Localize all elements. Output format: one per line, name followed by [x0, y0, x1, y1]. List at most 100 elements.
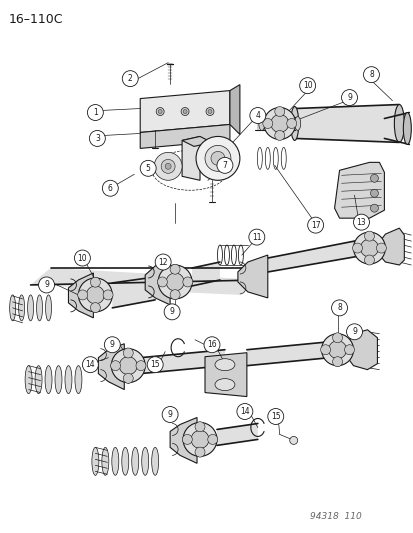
Circle shape — [89, 131, 105, 147]
Text: 2: 2 — [128, 74, 132, 83]
Circle shape — [86, 286, 104, 304]
Text: 9: 9 — [346, 93, 351, 102]
Circle shape — [123, 374, 133, 383]
Text: 8: 8 — [368, 70, 373, 79]
Polygon shape — [334, 163, 384, 218]
Text: 16–110C: 16–110C — [9, 13, 63, 26]
Circle shape — [162, 407, 178, 423]
Ellipse shape — [402, 112, 411, 144]
Circle shape — [90, 277, 100, 287]
Ellipse shape — [92, 447, 99, 475]
Polygon shape — [182, 136, 199, 180]
Circle shape — [166, 273, 184, 291]
Circle shape — [195, 447, 204, 457]
Circle shape — [78, 290, 88, 300]
Circle shape — [103, 290, 113, 300]
Circle shape — [161, 159, 175, 173]
Circle shape — [135, 361, 146, 370]
Text: 3: 3 — [95, 134, 100, 143]
Polygon shape — [170, 417, 197, 463]
Polygon shape — [246, 342, 329, 366]
Ellipse shape — [214, 378, 234, 391]
Circle shape — [274, 107, 284, 117]
Ellipse shape — [131, 447, 138, 475]
Circle shape — [110, 361, 120, 370]
Text: 9: 9 — [109, 340, 114, 349]
Ellipse shape — [19, 295, 24, 321]
Polygon shape — [192, 262, 219, 286]
Circle shape — [102, 180, 118, 196]
Circle shape — [332, 333, 342, 343]
Polygon shape — [31, 268, 259, 295]
Circle shape — [183, 423, 216, 456]
Circle shape — [158, 265, 192, 299]
Text: 10: 10 — [77, 254, 87, 263]
Circle shape — [111, 349, 145, 383]
Text: 15: 15 — [270, 412, 280, 421]
Circle shape — [38, 277, 55, 293]
Circle shape — [195, 422, 204, 432]
Circle shape — [204, 337, 219, 353]
Text: 1: 1 — [93, 108, 97, 117]
Ellipse shape — [394, 104, 404, 142]
Circle shape — [363, 255, 373, 265]
Circle shape — [289, 437, 297, 445]
Ellipse shape — [290, 107, 298, 140]
Circle shape — [263, 108, 295, 140]
Text: 5: 5 — [145, 164, 150, 173]
Circle shape — [122, 71, 138, 86]
Circle shape — [274, 131, 284, 140]
Ellipse shape — [25, 366, 32, 393]
Circle shape — [207, 434, 217, 445]
Circle shape — [270, 115, 288, 133]
Polygon shape — [140, 125, 229, 148]
Circle shape — [78, 278, 112, 312]
Ellipse shape — [102, 447, 109, 475]
Text: 8: 8 — [336, 303, 341, 312]
Polygon shape — [216, 424, 257, 446]
Polygon shape — [378, 228, 404, 265]
Text: 94318  110: 94318 110 — [309, 512, 361, 521]
Ellipse shape — [294, 117, 300, 131]
Circle shape — [123, 348, 133, 358]
Polygon shape — [140, 350, 224, 374]
Circle shape — [363, 67, 378, 83]
Text: 9: 9 — [167, 410, 172, 419]
Ellipse shape — [45, 366, 52, 393]
Circle shape — [328, 341, 346, 359]
Circle shape — [119, 357, 137, 375]
Text: 14: 14 — [85, 360, 95, 369]
Circle shape — [370, 174, 377, 182]
Circle shape — [158, 109, 162, 114]
Text: 11: 11 — [252, 232, 261, 241]
Circle shape — [165, 163, 171, 169]
Circle shape — [170, 289, 180, 300]
Ellipse shape — [112, 447, 119, 475]
Circle shape — [183, 109, 187, 114]
Circle shape — [216, 157, 233, 173]
Text: 6: 6 — [108, 184, 112, 193]
Circle shape — [353, 214, 368, 230]
Circle shape — [154, 152, 182, 180]
Ellipse shape — [36, 295, 43, 321]
Circle shape — [87, 104, 103, 120]
Polygon shape — [112, 277, 155, 308]
Ellipse shape — [151, 447, 158, 475]
Circle shape — [140, 160, 156, 176]
Polygon shape — [267, 240, 358, 272]
Circle shape — [321, 334, 353, 366]
Ellipse shape — [45, 295, 51, 321]
Ellipse shape — [75, 366, 82, 393]
Circle shape — [344, 345, 354, 354]
Ellipse shape — [55, 366, 62, 393]
Circle shape — [170, 264, 180, 274]
Circle shape — [236, 403, 252, 419]
Circle shape — [331, 300, 347, 316]
Circle shape — [156, 108, 164, 116]
Ellipse shape — [214, 359, 234, 370]
Circle shape — [104, 337, 120, 353]
Circle shape — [307, 217, 323, 233]
Text: 16: 16 — [206, 340, 216, 349]
Circle shape — [180, 108, 189, 116]
Circle shape — [164, 304, 180, 320]
